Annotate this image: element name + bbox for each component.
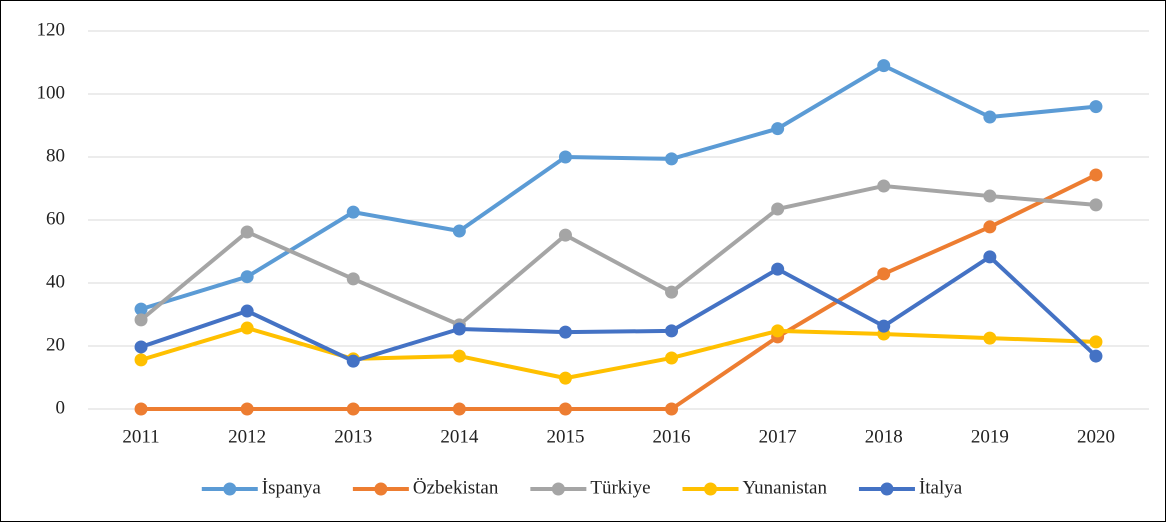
data-point [346, 354, 360, 368]
x-tick-label: 2019 [971, 426, 1009, 447]
data-point [1089, 335, 1103, 349]
data-point [665, 402, 679, 416]
data-point [240, 402, 254, 416]
legend-marker [223, 482, 237, 496]
data-point [240, 304, 254, 318]
data-point [665, 285, 679, 299]
data-point [983, 110, 997, 124]
x-tick-label: 2013 [334, 426, 372, 447]
x-tick-label: 2020 [1077, 426, 1115, 447]
x-tick-label: 2014 [440, 426, 479, 447]
series-line [140, 63, 1097, 312]
x-tick-label: 2011 [122, 426, 159, 447]
x-tick-label: 2018 [865, 426, 903, 447]
legend-label: İspanya [262, 477, 322, 498]
legend-label: İtalya [919, 477, 963, 498]
data-point [665, 152, 679, 166]
data-point [240, 321, 254, 335]
y-tick-label: 20 [46, 334, 65, 355]
legend-label: Türkiye [590, 477, 650, 498]
data-point [558, 325, 572, 339]
data-point [558, 371, 572, 385]
legend-marker [704, 482, 718, 496]
data-point [452, 224, 466, 238]
series-line [140, 254, 1098, 364]
legend-label: Yunanistan [743, 477, 828, 498]
data-point [877, 59, 891, 73]
data-point [1089, 168, 1103, 182]
y-tick-label: 0 [56, 397, 66, 418]
data-point [240, 270, 254, 284]
data-point [452, 402, 466, 416]
data-point [134, 313, 148, 327]
data-point [983, 189, 997, 203]
data-point [134, 353, 148, 367]
data-point [558, 228, 572, 242]
data-point [983, 331, 997, 345]
x-tick-label: 2012 [228, 426, 266, 447]
data-point [558, 150, 572, 164]
legend-marker [551, 482, 565, 496]
x-tick-label: 2016 [653, 426, 691, 447]
data-point [877, 179, 891, 193]
data-point [877, 267, 891, 281]
legend-marker [374, 482, 388, 496]
data-point [771, 202, 785, 216]
data-point [452, 349, 466, 363]
y-tick-label: 100 [37, 82, 66, 103]
data-point [665, 351, 679, 365]
legend-marker [880, 482, 894, 496]
legend-label: Özbekistan [413, 477, 499, 498]
data-point [983, 250, 997, 264]
series-line [140, 326, 1097, 381]
y-tick-label: 120 [37, 19, 66, 40]
data-point [134, 340, 148, 354]
y-tick-label: 60 [46, 208, 65, 229]
series-line [141, 173, 1097, 411]
data-point [771, 262, 785, 276]
x-tick-label: 2017 [759, 426, 797, 447]
data-point [346, 205, 360, 219]
data-point [558, 402, 572, 416]
data-point [134, 302, 148, 316]
data-point [240, 225, 254, 239]
data-point [771, 324, 785, 338]
y-tick-label: 40 [46, 271, 65, 292]
data-point [452, 322, 466, 336]
data-point [346, 272, 360, 286]
data-point [665, 324, 679, 338]
data-point [771, 122, 785, 136]
x-tick-label: 2015 [546, 426, 584, 447]
y-tick-label: 80 [46, 145, 65, 166]
series-line [139, 183, 1097, 327]
data-point [134, 402, 148, 416]
data-point [346, 402, 360, 416]
data-point [877, 319, 891, 333]
data-point [983, 220, 997, 234]
data-point [1089, 349, 1103, 363]
data-point [1089, 198, 1103, 212]
data-point [1089, 100, 1103, 114]
